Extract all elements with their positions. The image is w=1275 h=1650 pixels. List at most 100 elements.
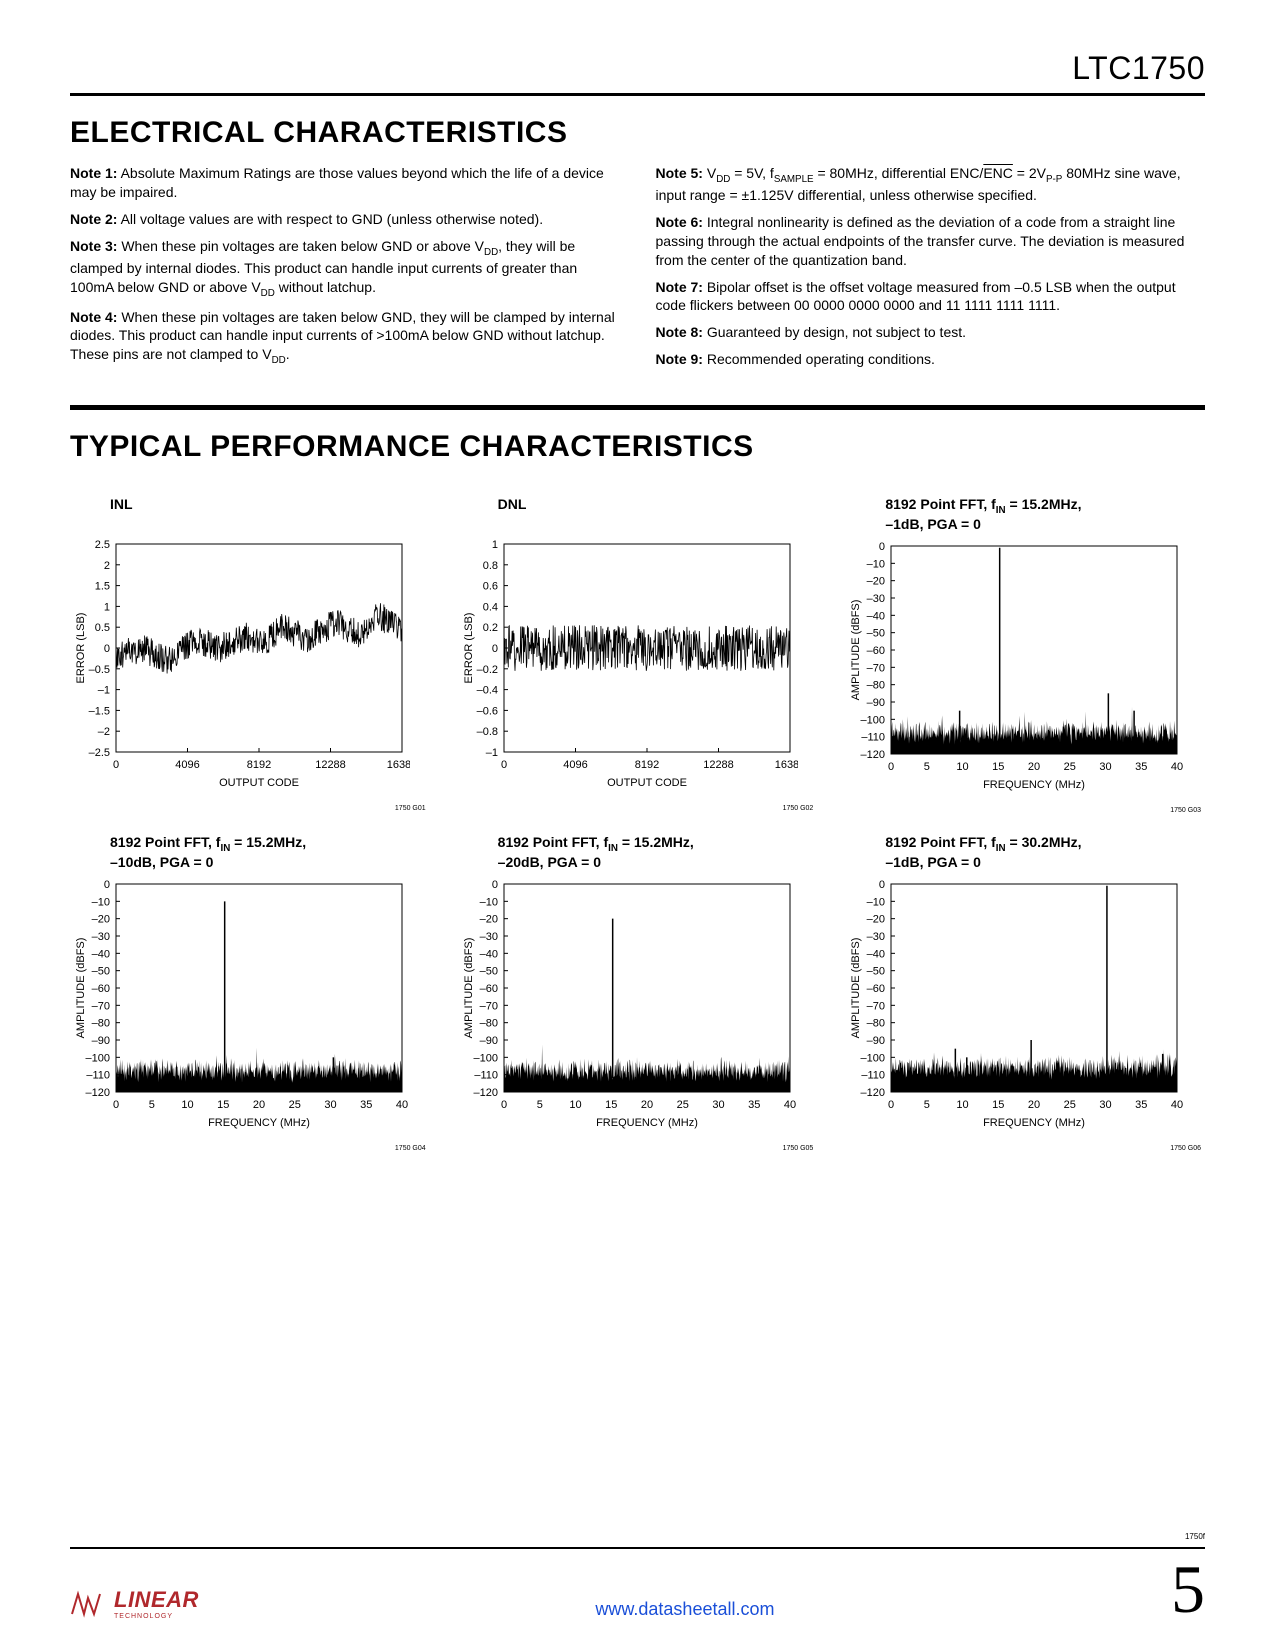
svg-text:AMPLITUDE (dBFS): AMPLITUDE (dBFS) — [850, 937, 862, 1038]
page-number: 5 — [1171, 1559, 1205, 1620]
svg-text:–2.5: –2.5 — [89, 747, 110, 759]
svg-text:0: 0 — [879, 541, 885, 553]
svg-text:0: 0 — [888, 1099, 894, 1111]
svg-text:2: 2 — [104, 560, 110, 572]
svg-text:1: 1 — [104, 602, 110, 614]
svg-text:–70: –70 — [867, 662, 885, 674]
part-number: LTC1750 — [70, 50, 1205, 87]
svg-text:5: 5 — [924, 761, 930, 773]
svg-text:ERROR (LSB): ERROR (LSB) — [75, 613, 87, 684]
svg-text:–40: –40 — [92, 948, 110, 960]
svg-text:35: 35 — [1135, 761, 1147, 773]
svg-text:–1.5: –1.5 — [89, 706, 110, 718]
svg-text:AMPLITUDE (dBFS): AMPLITUDE (dBFS) — [463, 937, 475, 1038]
notes-col-left: Note 1: Absolute Maximum Ratings are tho… — [70, 164, 620, 377]
logo-mark-icon — [70, 1590, 108, 1618]
svg-text:–70: –70 — [867, 1000, 885, 1012]
svg-text:–120: –120 — [861, 749, 885, 761]
chart-id-label: 1750 G02 — [458, 805, 818, 812]
svg-text:30: 30 — [1100, 761, 1112, 773]
svg-text:5: 5 — [924, 1099, 930, 1111]
chart-id-label: 1750 G06 — [845, 1145, 1205, 1152]
svg-text:–30: –30 — [92, 931, 110, 943]
chart-block: 8192 Point FFT, fIN = 15.2MHz,–10dB, PGA… — [70, 834, 430, 1152]
svg-text:–100: –100 — [861, 714, 885, 726]
chart-title: INL — [70, 496, 430, 530]
chart-block: 8192 Point FFT, fIN = 30.2MHz,–1dB, PGA … — [845, 834, 1205, 1152]
svg-text:–0.8: –0.8 — [476, 726, 497, 738]
svg-text:–0.2: –0.2 — [476, 664, 497, 676]
svg-text:20: 20 — [1028, 1099, 1040, 1111]
svg-text:FREQUENCY (MHz): FREQUENCY (MHz) — [208, 1117, 310, 1129]
svg-text:30: 30 — [712, 1099, 724, 1111]
svg-text:15: 15 — [605, 1099, 617, 1111]
svg-text:0: 0 — [501, 1099, 507, 1111]
chart-canvas: –1–0.8–0.6–0.4–0.200.20.40.60.8104096819… — [458, 536, 818, 801]
svg-text:–80: –80 — [867, 1017, 885, 1029]
svg-text:–110: –110 — [862, 1069, 886, 1081]
svg-text:0.2: 0.2 — [482, 622, 497, 634]
svg-text:–0.4: –0.4 — [476, 685, 497, 697]
page-footer: 1750f LINEAR TECHNOLOGY www.datasheetall… — [70, 1532, 1205, 1620]
svg-text:0.8: 0.8 — [482, 560, 497, 572]
revision-code: 1750f — [70, 1532, 1205, 1541]
svg-text:–90: –90 — [867, 1035, 885, 1047]
svg-text:–60: –60 — [92, 983, 110, 995]
svg-text:OUTPUT CODE: OUTPUT CODE — [607, 777, 687, 789]
svg-text:40: 40 — [784, 1099, 796, 1111]
note-item: Note 3: When these pin voltages are take… — [70, 237, 620, 300]
svg-text:35: 35 — [1135, 1099, 1147, 1111]
svg-text:–1: –1 — [98, 685, 110, 697]
svg-text:–80: –80 — [92, 1017, 110, 1029]
svg-text:25: 25 — [676, 1099, 688, 1111]
svg-text:–100: –100 — [86, 1052, 110, 1064]
svg-text:0: 0 — [879, 879, 885, 891]
logo-subtext: TECHNOLOGY — [114, 1613, 199, 1620]
section-divider — [70, 405, 1205, 410]
svg-text:–110: –110 — [474, 1069, 498, 1081]
chart-block: DNL–1–0.8–0.6–0.4–0.200.20.40.60.8104096… — [458, 496, 818, 814]
chart-title: 8192 Point FFT, fIN = 15.2MHz,–20dB, PGA… — [458, 834, 818, 870]
svg-text:–20: –20 — [867, 576, 885, 588]
chart-canvas: –120–110–100–90–80–70–60–50–40–30–20–100… — [70, 876, 430, 1141]
svg-text:–0.5: –0.5 — [89, 664, 110, 676]
svg-text:12288: 12288 — [315, 759, 346, 771]
chart-block: 8192 Point FFT, fIN = 15.2MHz,–1dB, PGA … — [845, 496, 1205, 814]
chart-fft1: –120–110–100–90–80–70–60–50–40–30–20–100… — [845, 538, 1185, 798]
chart-title: 8192 Point FFT, fIN = 15.2MHz,–10dB, PGA… — [70, 834, 430, 870]
svg-text:5: 5 — [149, 1099, 155, 1111]
chart-title: 8192 Point FFT, fIN = 30.2MHz,–1dB, PGA … — [845, 834, 1205, 870]
svg-text:–40: –40 — [867, 610, 885, 622]
section-title-performance: TYPICAL PERFORMANCE CHARACTERISTICS — [70, 430, 1205, 464]
svg-text:8192: 8192 — [634, 759, 658, 771]
svg-text:–100: –100 — [861, 1052, 885, 1064]
svg-text:40: 40 — [1171, 761, 1183, 773]
chart-id-label: 1750 G03 — [845, 807, 1205, 814]
note-item: Note 2: All voltage values are with resp… — [70, 210, 620, 229]
svg-text:–2: –2 — [98, 726, 110, 738]
section-title-electrical: ELECTRICAL CHARACTERISTICS — [70, 116, 1205, 150]
svg-text:0: 0 — [104, 643, 110, 655]
svg-text:–60: –60 — [867, 645, 885, 657]
svg-text:–110: –110 — [86, 1069, 110, 1081]
svg-text:0: 0 — [113, 1099, 119, 1111]
svg-text:4096: 4096 — [175, 759, 199, 771]
svg-text:0.5: 0.5 — [95, 622, 110, 634]
svg-text:AMPLITUDE (dBFS): AMPLITUDE (dBFS) — [75, 937, 87, 1038]
svg-text:15: 15 — [992, 1099, 1004, 1111]
svg-text:–80: –80 — [479, 1017, 497, 1029]
svg-text:–60: –60 — [867, 983, 885, 995]
svg-text:–20: –20 — [92, 913, 110, 925]
svg-text:–50: –50 — [92, 965, 110, 977]
footer-rule — [70, 1547, 1205, 1549]
svg-text:–70: –70 — [479, 1000, 497, 1012]
svg-text:–50: –50 — [867, 628, 885, 640]
svg-text:–30: –30 — [867, 593, 885, 605]
svg-text:–120: –120 — [473, 1087, 497, 1099]
footer-url[interactable]: www.datasheetall.com — [595, 1599, 774, 1620]
svg-text:12288: 12288 — [703, 759, 734, 771]
chart-inl: –2.5–2–1.5–1–0.500.511.522.5040968192122… — [70, 536, 410, 796]
svg-text:25: 25 — [289, 1099, 301, 1111]
svg-text:1.5: 1.5 — [95, 581, 110, 593]
svg-text:–80: –80 — [867, 680, 885, 692]
